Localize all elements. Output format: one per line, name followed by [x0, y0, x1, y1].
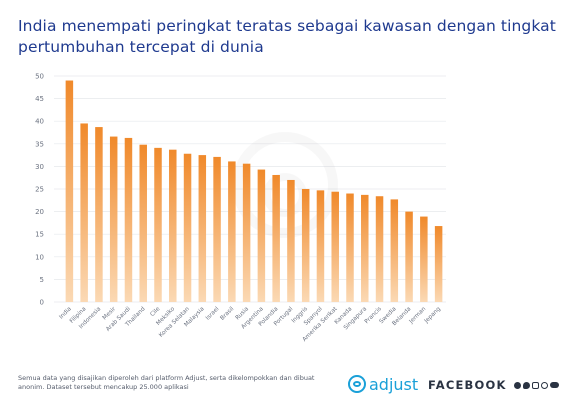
- y-tick-label: 45: [35, 95, 44, 103]
- footnote: Semua data yang disajikan diperoleh dari…: [18, 374, 315, 391]
- y-tick-label: 5: [40, 276, 44, 284]
- bar: [139, 144, 147, 302]
- bars: [65, 80, 443, 303]
- y-tick-label: 0: [40, 299, 44, 307]
- y-tick-label: 20: [35, 208, 44, 216]
- bar: [242, 163, 251, 302]
- adjust-logo-text: adjust: [369, 374, 419, 394]
- bar: [316, 190, 325, 302]
- y-tick-label: 40: [35, 118, 44, 126]
- bar: [65, 80, 74, 303]
- y-tick-label: 15: [35, 231, 44, 239]
- bar: [420, 216, 428, 302]
- bar: [198, 155, 207, 302]
- x-tick-label: Israel: [205, 306, 221, 322]
- bar: [228, 161, 236, 302]
- bar: [272, 174, 280, 302]
- bar: [346, 193, 354, 302]
- instagram-icon: [531, 381, 539, 389]
- bar: [124, 137, 133, 302]
- facebook-icon: [513, 381, 521, 389]
- meta-icon: [549, 382, 559, 388]
- bar: [95, 127, 103, 303]
- y-tick-label: 35: [35, 140, 44, 148]
- whatsapp-icon: [540, 381, 548, 389]
- bar: [375, 196, 384, 302]
- bar: [434, 226, 443, 302]
- x-tick-label: Cile: [150, 306, 162, 318]
- bar: [361, 194, 369, 302]
- y-axis-ticks: 0 5 10 15 20 25 30 35 40 45 50: [35, 73, 44, 307]
- bar: [287, 179, 295, 302]
- social-icons: [513, 381, 559, 389]
- bar: [169, 149, 177, 302]
- x-tick-label: Jepang: [423, 306, 442, 325]
- messenger-icon: [522, 381, 530, 389]
- y-tick-label: 50: [35, 73, 44, 81]
- bar: [154, 147, 162, 302]
- bar: [183, 153, 192, 302]
- x-tick-label: Brasil: [220, 306, 236, 322]
- bar: [390, 199, 399, 302]
- bar: [301, 189, 310, 302]
- facebook-wordmark: FACEBOOK: [428, 378, 507, 392]
- y-tick-label: 10: [35, 253, 44, 261]
- y-tick-label: 30: [35, 163, 44, 171]
- adjust-logo-icon: [348, 375, 366, 393]
- bar: [331, 191, 339, 302]
- bar: [405, 211, 413, 302]
- bar: [80, 123, 88, 303]
- adjust-logo: adjust: [348, 373, 418, 395]
- bar: [257, 169, 266, 302]
- facebook-brand: FACEBOOK: [428, 378, 559, 392]
- y-tick-label: 25: [35, 186, 44, 194]
- bar: [109, 136, 118, 302]
- chart-title: India menempati peringkat teratas sebaga…: [18, 17, 556, 56]
- bar: [213, 156, 221, 302]
